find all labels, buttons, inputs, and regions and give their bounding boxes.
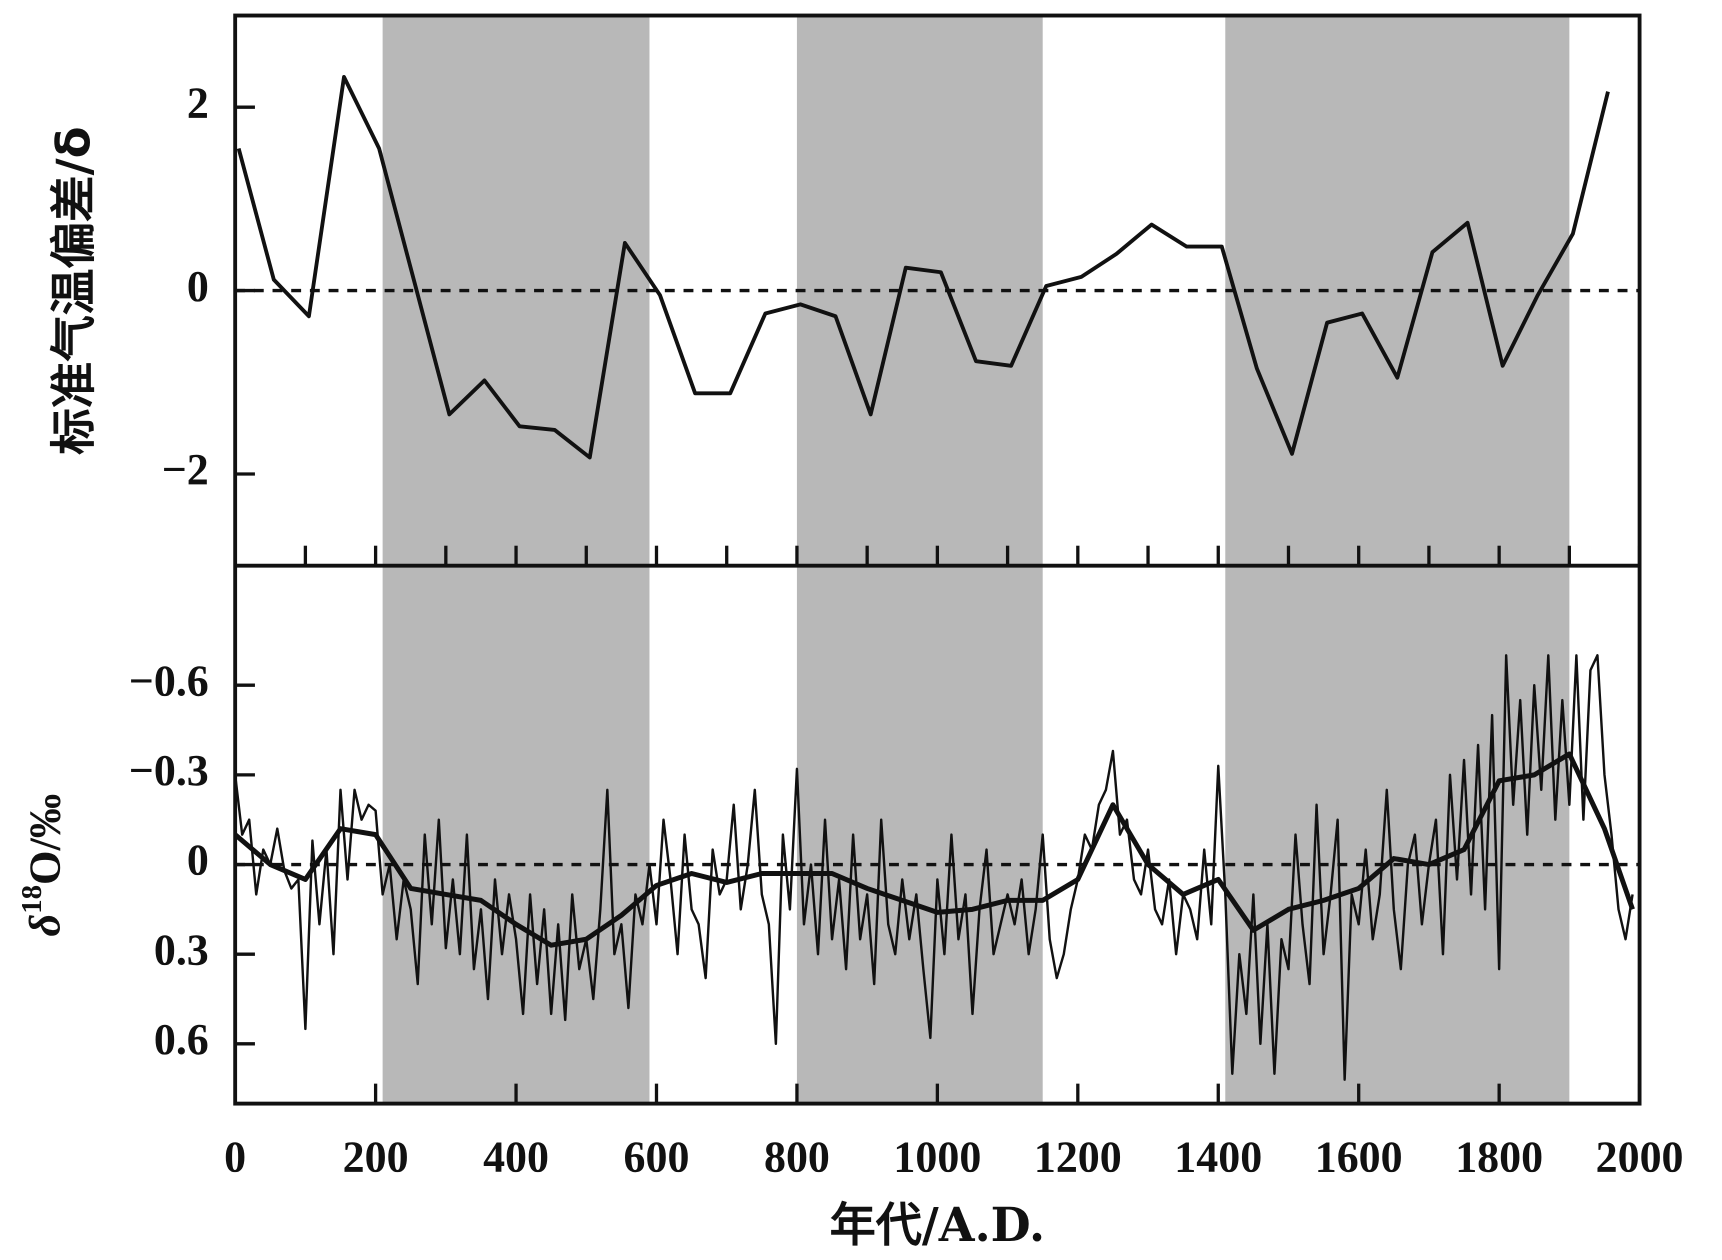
x-tick-label: 600 [624,1132,690,1181]
y-tick-label: 0 [187,836,209,885]
y-axis-label: 标准气温偏差/δ [47,126,101,454]
shaded-period [796,565,1043,1104]
x-axis-label: 年代/A.D. [830,1197,1045,1252]
y-axis-label: δ18O/‰ [16,794,70,937]
data-line [233,654,1634,1081]
data-line [236,75,1610,460]
y-tick-label: 2 [187,78,209,127]
x-tick-label: 1800 [1455,1132,1543,1181]
y-tick-label: −0.3 [129,746,209,795]
x-tick-label: 0 [224,1132,246,1181]
x-tick-label: 1200 [1034,1132,1122,1181]
y-tick-label: −0.6 [129,656,209,705]
y-label-part: δ [21,914,70,937]
y-tick-label: −2 [162,445,209,494]
x-tick-label: 1000 [893,1132,981,1181]
x-tick-label: 1400 [1174,1132,1262,1181]
data-line [233,751,1635,948]
y-tick-label: 0.3 [154,925,209,974]
plot-frame [233,13,1642,1106]
y-label-part: 18 [16,885,48,914]
y-label-part: O/‰ [21,794,70,885]
x-tick-label: 1600 [1315,1132,1403,1181]
x-tick-label: 2000 [1596,1132,1684,1181]
x-tick-label: 400 [483,1132,549,1181]
shaded-period [1225,565,1570,1104]
x-tick-label: 200 [343,1132,409,1181]
x-tick-label: 800 [764,1132,830,1181]
y-tick-label: 0.6 [154,1015,209,1064]
y-tick-label: 0 [187,262,209,311]
